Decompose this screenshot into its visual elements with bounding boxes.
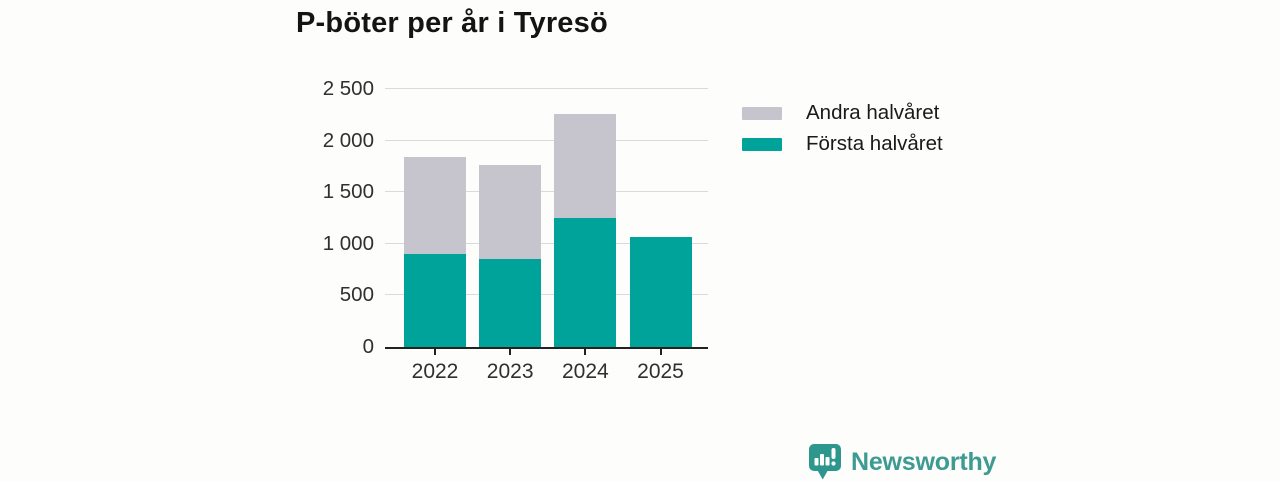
plot-area: [385, 88, 708, 349]
y-tick-label-1500: 1 500: [322, 180, 374, 204]
chart-title: P-böter per år i Tyresö: [296, 7, 608, 39]
legend: Andra halvåret Första halvåret: [742, 100, 943, 162]
y-tick-label-2000: 2 000: [322, 128, 374, 152]
bar-2022-second-half: [404, 157, 466, 255]
y-tick-label-2500: 2 500: [322, 77, 374, 100]
bar-2022-first-half: [404, 254, 466, 347]
bar-2023-first-half: [479, 259, 542, 347]
gridline-2500: [385, 88, 708, 89]
legend-item-forsta-halvaret: Första halvåret: [742, 131, 943, 157]
y-tick-label-500: 500: [339, 283, 374, 307]
x-tick-label-2022: 2022: [411, 360, 459, 383]
legend-label: Första halvåret: [806, 132, 943, 155]
x-tick-label-2024: 2024: [561, 360, 609, 383]
legend-swatch: [742, 106, 782, 120]
newsworthy-logo: Newsworthy: [808, 443, 996, 481]
x-tick-2023: [509, 349, 512, 355]
gridline-2000: [385, 139, 708, 141]
newsworthy-bubble-chart-icon: [809, 444, 841, 480]
bar-2023-second-half: [479, 165, 542, 260]
legend-swatch: [742, 137, 782, 151]
legend-item-andra-halvaret: Andra halvåret: [742, 100, 943, 126]
newsworthy-logo-text: Newsworthy: [851, 447, 997, 476]
x-tick-label-2023: 2023: [486, 360, 534, 383]
x-tick-2024: [584, 349, 587, 355]
y-tick-label-1000: 1 000: [322, 231, 374, 255]
x-tick-2025: [659, 349, 662, 355]
y-tick-label-0: 0: [362, 335, 374, 358]
gridline-1500: [385, 191, 708, 193]
gridline-500: [385, 294, 708, 296]
x-tick-label-2025: 2025: [637, 360, 684, 383]
bar-2025-first-half: [629, 236, 692, 347]
legend-label: Andra halvåret: [806, 101, 940, 124]
gridline-1000: [385, 242, 708, 244]
x-tick-2022: [434, 349, 436, 355]
bar-2024-second-half: [554, 113, 617, 218]
bar-2024-first-half: [554, 218, 617, 347]
